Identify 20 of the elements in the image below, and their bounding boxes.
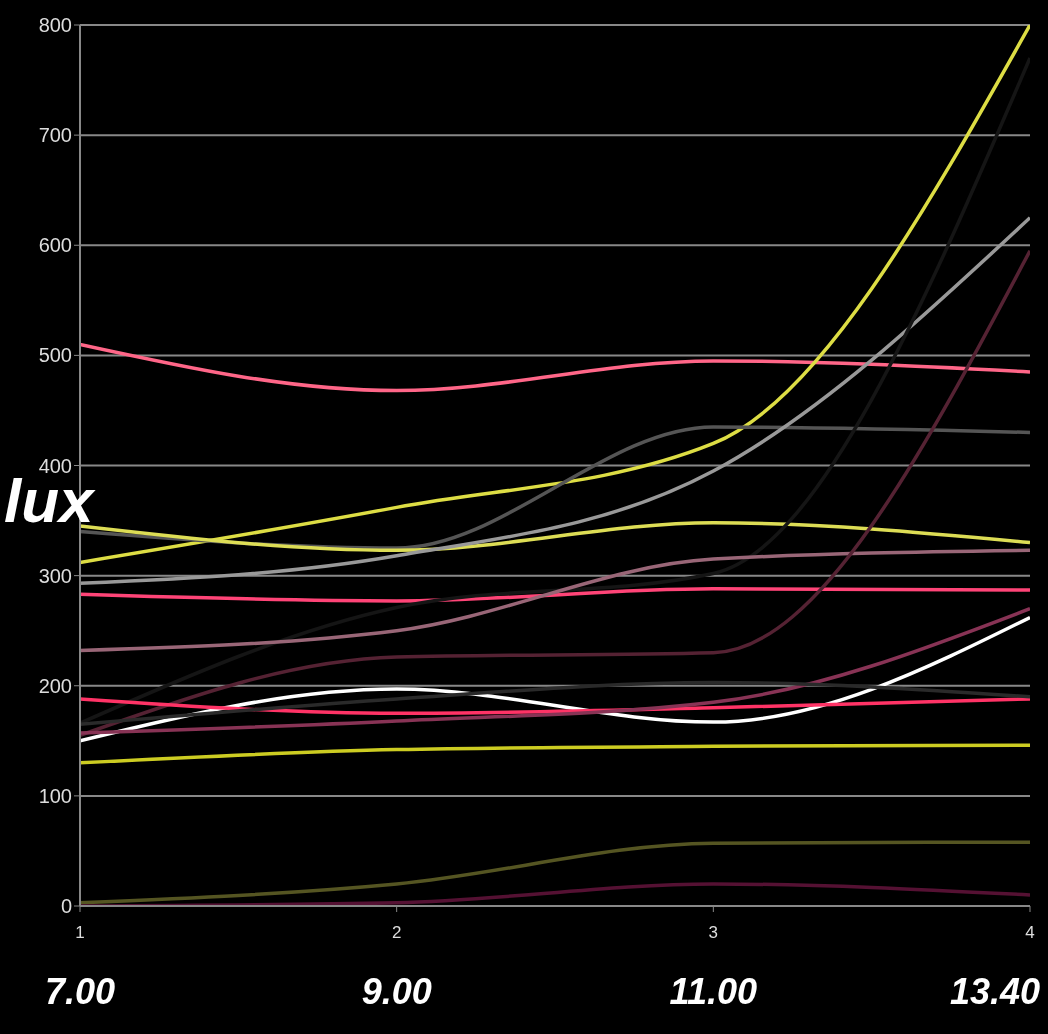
text: 13.40 xyxy=(949,971,1040,1012)
x-tick-label: 3 xyxy=(708,923,719,942)
x-tick-label: 4 xyxy=(1025,923,1035,942)
y-tick-label: 0 xyxy=(60,895,72,918)
y-tick-label: 500 xyxy=(38,344,72,367)
y-tick-label: 300 xyxy=(38,564,72,587)
y-tick-label: 400 xyxy=(38,454,72,477)
y-tick-label: 700 xyxy=(38,124,72,147)
line-series xyxy=(80,587,1030,603)
y-tick-label: 800 xyxy=(38,14,72,37)
text: 7.00 xyxy=(44,971,116,1012)
line-series xyxy=(80,521,1030,553)
line-series xyxy=(80,743,1030,765)
x-tick-label: 1 xyxy=(75,923,85,942)
text: 9.00 xyxy=(361,971,432,1012)
y-tick-label: 200 xyxy=(38,674,72,697)
x-tick-label: 2 xyxy=(391,923,402,942)
y-tick-label: 100 xyxy=(38,784,72,807)
text: 11.00 xyxy=(669,971,758,1012)
y-tick-label: 600 xyxy=(38,234,72,257)
